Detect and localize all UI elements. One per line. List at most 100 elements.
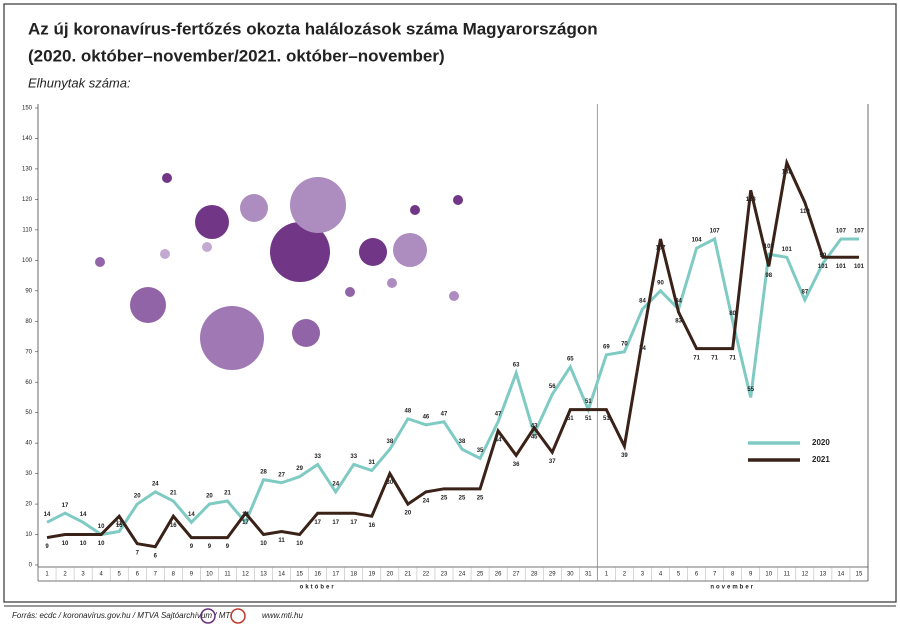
- data-label: 99: [820, 253, 827, 259]
- x-tick-label: 4: [659, 572, 663, 578]
- logo: [200, 608, 216, 624]
- data-label: 87: [802, 290, 809, 296]
- x-tick-label: 21: [405, 572, 412, 578]
- data-label: 24: [332, 481, 339, 487]
- data-label: 84: [639, 299, 646, 305]
- data-label: 31: [368, 460, 375, 466]
- y-tick-label: 120: [22, 197, 33, 203]
- data-label: 43: [531, 424, 538, 430]
- data-label: 16: [170, 523, 177, 529]
- data-label: 11: [116, 521, 123, 527]
- chart-title: Az új koronavírus-fertőzés okozta halálo…: [28, 19, 598, 38]
- data-label: 47: [495, 411, 502, 417]
- x-tick-label: 3: [81, 572, 85, 578]
- data-label: 101: [836, 264, 847, 270]
- data-label: 101: [854, 264, 865, 270]
- x-tick-label: 28: [531, 572, 538, 578]
- x-tick-label: 2: [63, 572, 67, 578]
- data-label: 107: [836, 229, 847, 235]
- source: Forrás: ecdc / koronavírus.gov.hu / MTVA…: [12, 611, 233, 620]
- data-label: 10: [260, 541, 267, 547]
- data-label: 35: [477, 448, 484, 454]
- y-tick-label: 80: [25, 319, 32, 325]
- x-tick-label: 5: [118, 572, 122, 578]
- x-tick-label: 13: [820, 572, 827, 578]
- data-label: 17: [332, 520, 339, 526]
- x-tick-label: 7: [154, 572, 158, 578]
- data-label: 24: [423, 498, 430, 504]
- data-label: 11: [278, 538, 285, 544]
- x-tick-label: 30: [567, 572, 574, 578]
- data-label: 20: [206, 494, 213, 500]
- data-label: 21: [170, 491, 177, 497]
- data-label: 28: [260, 469, 267, 475]
- x-tick-label: 25: [477, 572, 484, 578]
- y-tick-label: 40: [25, 441, 32, 447]
- data-label: 14: [44, 512, 51, 518]
- data-label: 45: [531, 434, 538, 440]
- x-tick-label: 24: [459, 572, 466, 578]
- data-label: 33: [350, 454, 357, 460]
- data-label: 36: [513, 462, 520, 468]
- data-label: 107: [710, 229, 721, 235]
- data-label: 16: [116, 523, 123, 529]
- y-axis-title: Elhunytak száma:: [28, 75, 131, 90]
- data-label: 74: [639, 346, 646, 352]
- data-label: 107: [655, 246, 666, 252]
- series-line: [46, 157, 859, 549]
- y-tick-label: 70: [25, 349, 32, 355]
- data-label: 48: [405, 408, 412, 414]
- x-tick-label: 15: [856, 572, 863, 578]
- data-label: 132: [782, 169, 793, 175]
- data-label: 63: [513, 363, 520, 369]
- x-tick-label: 18: [350, 572, 357, 578]
- data-label: 14: [188, 512, 195, 518]
- chart-title: (2020. október–november/2021. október–no…: [28, 46, 445, 65]
- data-label: 17: [350, 520, 357, 526]
- y-tick-label: 0: [29, 563, 33, 569]
- title-box: [8, 8, 618, 104]
- x-tick-label: 17: [332, 572, 339, 578]
- data-label: 51: [567, 416, 574, 422]
- x-tick-label: 14: [838, 572, 845, 578]
- data-label: 90: [657, 280, 664, 286]
- data-label: 14: [242, 512, 249, 518]
- x-tick-label: 8: [731, 572, 735, 578]
- data-label: 71: [729, 355, 736, 361]
- y-tick-label: 60: [25, 380, 32, 386]
- x-tick-label: 31: [585, 572, 592, 578]
- data-label: 98: [765, 273, 772, 279]
- data-label: 47: [441, 411, 448, 417]
- y-tick-label: 10: [25, 532, 32, 538]
- x-tick-label: 3: [641, 572, 645, 578]
- x-tick-label: 27: [513, 572, 520, 578]
- data-label: 25: [477, 495, 484, 501]
- y-tick-label: 90: [25, 288, 32, 294]
- data-label: 10: [62, 541, 69, 547]
- data-label: 10: [98, 541, 105, 547]
- data-label: 123: [746, 197, 757, 203]
- x-tick-label: 10: [765, 572, 772, 578]
- data-label: 51: [585, 399, 592, 405]
- data-label: 25: [441, 495, 448, 501]
- legend-label: 2021: [812, 455, 830, 464]
- data-label: 37: [549, 459, 556, 465]
- x-tick-label: 6: [695, 572, 699, 578]
- x-tick-label: 10: [206, 572, 213, 578]
- y-tick-label: 130: [22, 167, 33, 173]
- data-label: 10: [98, 524, 105, 530]
- x-tick-label: 22: [423, 572, 430, 578]
- data-label: 27: [278, 472, 285, 478]
- data-label: 38: [459, 439, 466, 445]
- data-label: 20: [405, 511, 412, 517]
- website: www.mti.hu: [262, 611, 303, 620]
- data-label: 33: [314, 454, 321, 460]
- x-tick-label: 9: [749, 572, 753, 578]
- data-label: 24: [152, 481, 159, 487]
- data-label: 6: [154, 553, 158, 559]
- data-label: 10: [80, 541, 87, 547]
- data-label: 39: [621, 453, 628, 459]
- virus-decoration: [95, 173, 463, 370]
- data-label: 14: [80, 512, 87, 518]
